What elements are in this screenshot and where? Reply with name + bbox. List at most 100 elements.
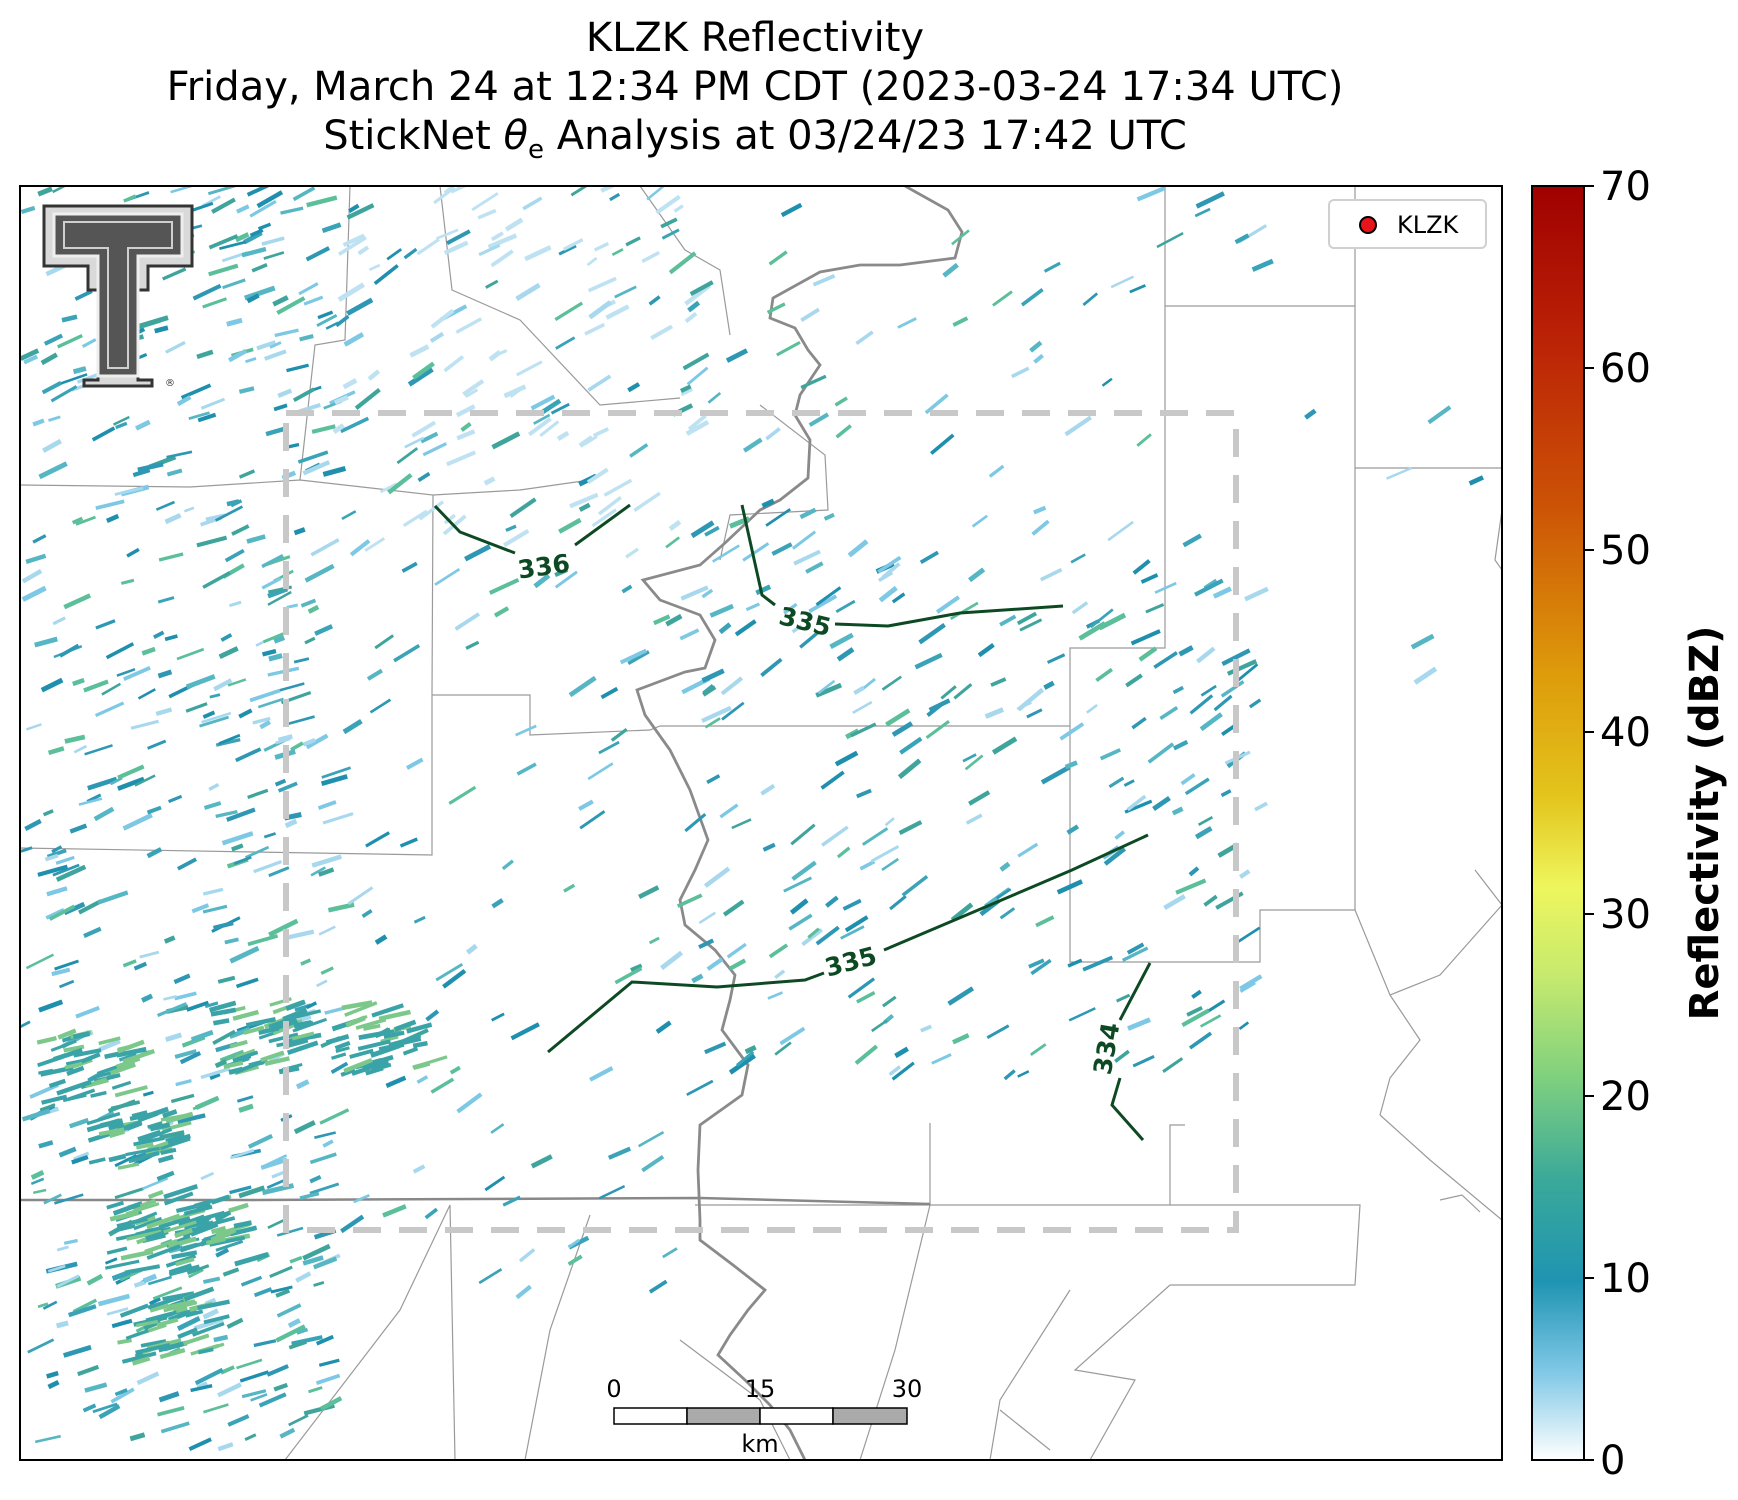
echo-streak xyxy=(45,908,65,920)
echo-streak xyxy=(53,1047,83,1062)
echo-streak xyxy=(183,506,195,513)
echo-streak xyxy=(128,1155,146,1164)
echo-streak xyxy=(171,1250,198,1260)
echo-streak xyxy=(558,517,582,534)
echo-streak xyxy=(648,936,660,945)
echo-streak xyxy=(20,846,33,853)
echo-streak xyxy=(241,246,267,258)
echo-streak xyxy=(361,909,373,918)
echo-streak xyxy=(952,1033,970,1045)
echo-streak xyxy=(115,1056,141,1069)
echo-streak xyxy=(109,1129,125,1139)
echo-streak xyxy=(968,790,991,806)
echo-streak xyxy=(204,1001,219,1009)
echo-streak xyxy=(765,508,791,527)
echo-streak xyxy=(800,307,820,323)
echo-streak xyxy=(357,1039,391,1051)
echo-streak xyxy=(1019,618,1043,632)
echo-streak xyxy=(305,246,331,262)
echo-streak xyxy=(847,977,876,999)
echo-streak xyxy=(286,363,309,373)
echo-streak xyxy=(226,1317,244,1329)
echo-streak xyxy=(52,186,68,194)
echo-streak xyxy=(768,943,789,959)
echo-streak xyxy=(306,195,338,208)
echo-streak xyxy=(30,1170,45,1180)
echo-streak xyxy=(220,1365,235,1375)
echo-streak xyxy=(1181,1008,1211,1028)
echo-streak xyxy=(279,1427,296,1439)
echo-streak xyxy=(112,415,130,426)
echo-streak xyxy=(1184,777,1210,796)
echo-streak xyxy=(309,1174,322,1184)
echo-streak xyxy=(1238,1021,1250,1030)
echo-streak xyxy=(273,1382,289,1392)
echo-streak xyxy=(48,415,61,422)
echo-streak xyxy=(1248,698,1262,709)
echo-streak xyxy=(245,357,257,364)
echo-streak xyxy=(1110,275,1135,289)
echo-streak xyxy=(407,367,434,387)
echo-streak xyxy=(218,733,241,745)
echo-streak xyxy=(563,883,576,893)
echo-streak xyxy=(342,233,366,247)
echo-streak xyxy=(228,600,242,608)
echo-streak xyxy=(477,208,497,220)
echo-streak xyxy=(799,507,817,520)
echo-streak xyxy=(1147,742,1175,764)
echo-streak xyxy=(65,1057,91,1066)
echo-streak xyxy=(112,1201,141,1216)
echo-streak xyxy=(212,1018,230,1026)
echo-streak xyxy=(269,1265,293,1279)
echo-streak xyxy=(761,498,775,509)
echo-streak xyxy=(141,993,154,1003)
echo-streak xyxy=(416,1075,429,1084)
echo-streak xyxy=(149,1122,171,1132)
echo-streak xyxy=(208,1000,237,1013)
echo-streak xyxy=(114,1187,145,1200)
echo-streak xyxy=(63,1238,78,1245)
echo-streak xyxy=(808,412,830,427)
scale-tick-0: 0 xyxy=(606,1375,621,1403)
echo-streak xyxy=(106,1062,136,1077)
echo-streak xyxy=(137,1111,159,1123)
echo-streak xyxy=(791,624,803,634)
echo-streak xyxy=(68,1304,97,1318)
contour-335-north-line xyxy=(740,504,776,607)
echo-streak xyxy=(105,642,135,660)
echo-streak xyxy=(183,1219,210,1230)
echo-streak xyxy=(684,283,712,306)
contour-label-335-north: 335 xyxy=(776,601,834,642)
echo-streak xyxy=(351,1065,371,1076)
echo-streak xyxy=(1145,603,1165,614)
echo-streak xyxy=(64,734,86,744)
echo-streak xyxy=(271,1170,285,1179)
echo-streak xyxy=(598,1184,626,1200)
echo-streak xyxy=(164,634,178,642)
echo-streak xyxy=(82,1403,97,1413)
echo-streak xyxy=(454,612,481,631)
echo-streak xyxy=(130,719,159,730)
echo-streak xyxy=(1101,377,1113,387)
echo-streak xyxy=(141,1177,169,1191)
echo-streak xyxy=(21,568,43,584)
echo-streak xyxy=(1064,415,1092,437)
echo-streak xyxy=(23,354,39,365)
echo-streak xyxy=(274,778,287,787)
echo-streak xyxy=(40,352,58,366)
echo-streak xyxy=(689,280,714,296)
echo-streak xyxy=(220,633,233,642)
colorbar-tick-label: 10 xyxy=(1600,1256,1651,1302)
echo-streak xyxy=(821,825,849,847)
echo-streak xyxy=(293,527,306,536)
echo-streak xyxy=(136,1371,160,1386)
echo-streak xyxy=(331,1052,347,1060)
echo-streak xyxy=(185,1309,204,1318)
echo-streak xyxy=(609,192,621,202)
contour-label-334: 334 xyxy=(1088,1020,1126,1076)
echo-streak xyxy=(600,186,617,193)
echo-streak xyxy=(446,450,477,467)
map-frame xyxy=(19,185,1503,1461)
echo-streak xyxy=(196,535,228,548)
echo-streak xyxy=(1244,586,1269,602)
